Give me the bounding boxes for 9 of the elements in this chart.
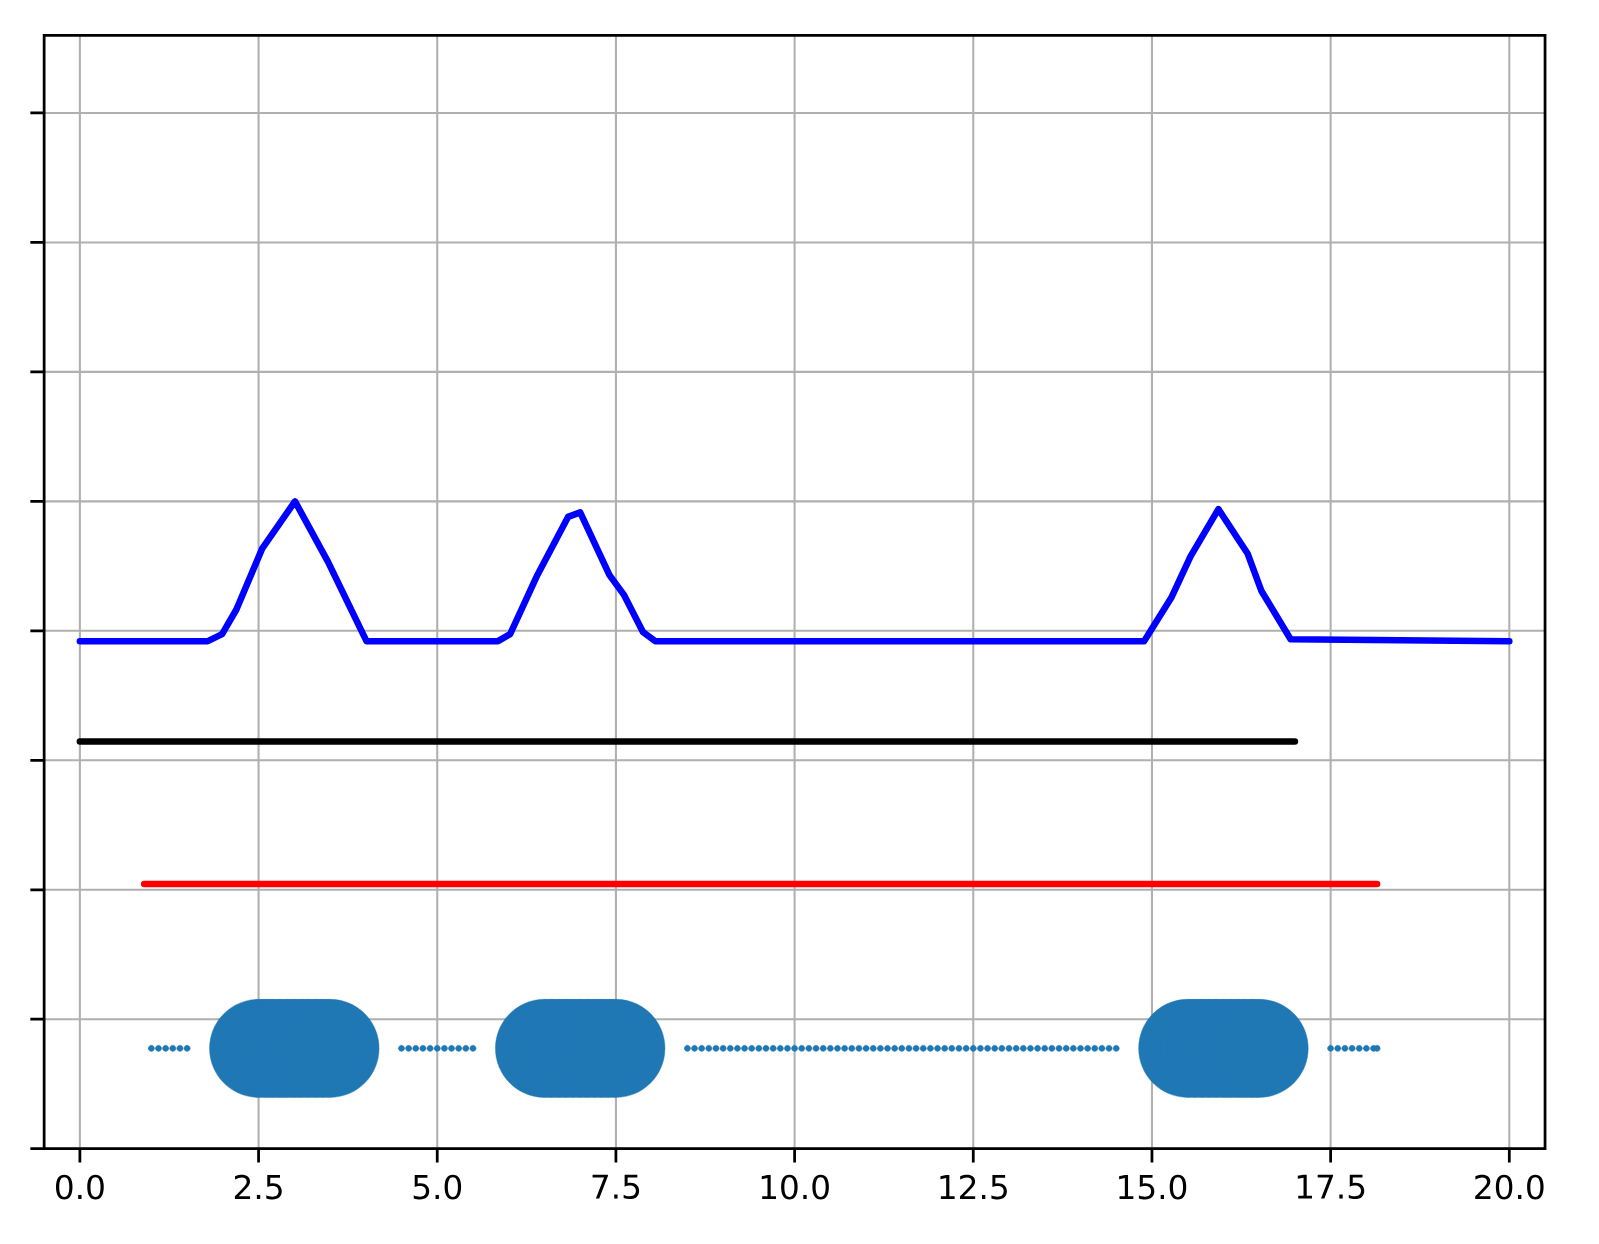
x-tick-label: 10.0 (761, 1174, 829, 1200)
x-tick-label: 17.5 (1297, 1174, 1365, 1200)
x-tick-label: 5.0 (413, 1174, 462, 1200)
x-tick-label: 20.0 (1475, 1174, 1544, 1200)
x-tick-label: 2.5 (234, 1174, 282, 1200)
x-tick-label: 7.5 (592, 1174, 640, 1200)
x-tick-label: 15.0 (1119, 1174, 1187, 1200)
x-tick-label: 12.5 (940, 1174, 1007, 1200)
x-tick-label: 0.0 (56, 1174, 104, 1200)
